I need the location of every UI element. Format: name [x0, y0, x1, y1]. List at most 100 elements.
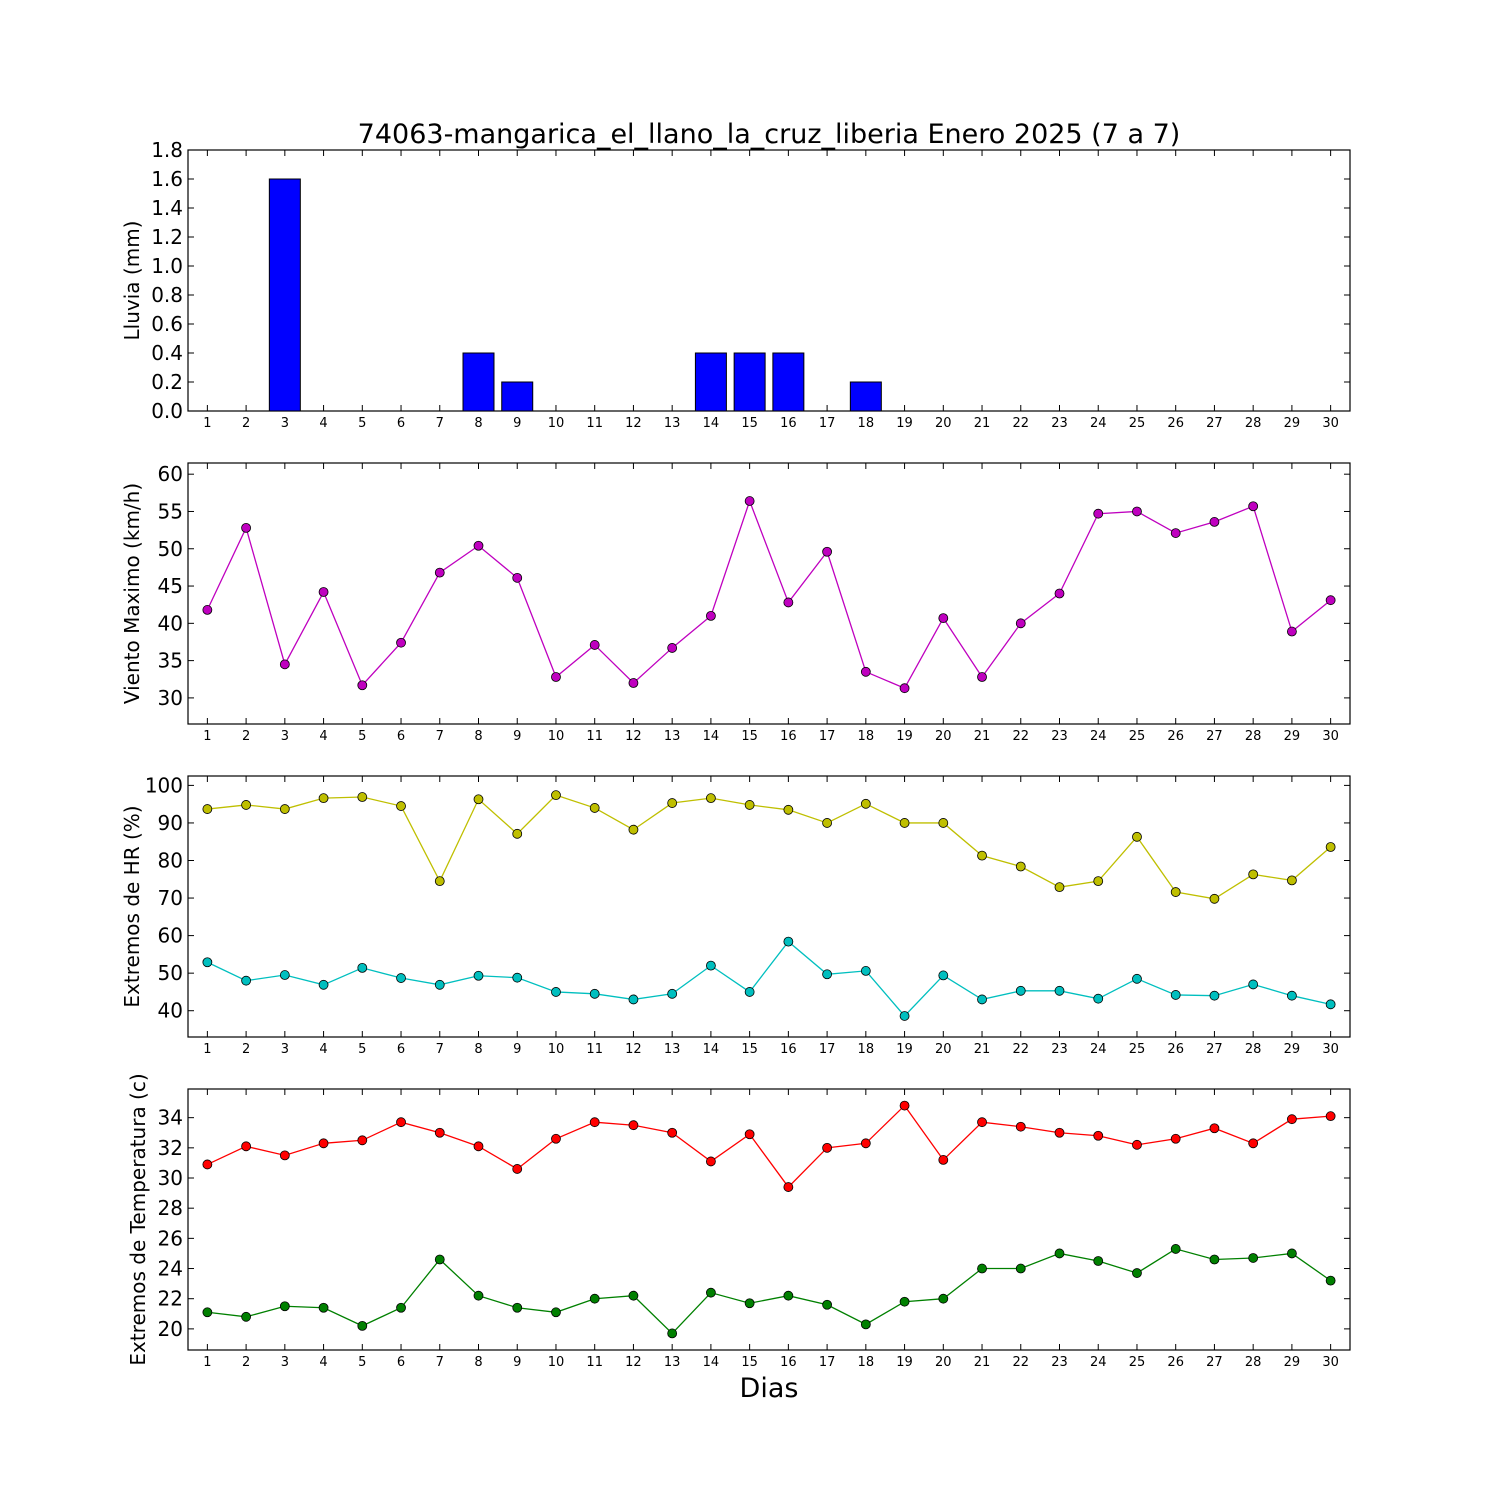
viento-series-0-point [1325, 595, 1336, 606]
lluvia-xtick-label: 2 [242, 416, 250, 431]
lluvia-xtick-label: 14 [703, 416, 720, 431]
hr-plot-frame [187, 775, 1351, 1038]
hr-xtick-label: 23 [1051, 1042, 1068, 1057]
lluvia-ytick-label: 0.0 [151, 399, 183, 423]
temperatura-series-1-point [1170, 1244, 1181, 1254]
temperatura-xtick-label: 12 [625, 1355, 642, 1370]
hr-xtick-label: 5 [358, 1042, 366, 1057]
hr-series-1-point [434, 979, 445, 990]
hr-series-0-point [396, 801, 406, 811]
temperatura-series-0-point [1170, 1133, 1181, 1144]
lluvia-xtick-label: 22 [1012, 416, 1029, 431]
hr-series-1-point [1248, 979, 1259, 990]
temperatura-series-0-point [977, 1117, 987, 1128]
temperatura-series-1-point [241, 1311, 252, 1322]
temperatura-series-1-point [1209, 1254, 1220, 1265]
temperatura-series-0-point [512, 1164, 523, 1174]
hr-series-1-point [279, 970, 290, 980]
viento-series-0-point [279, 659, 290, 670]
hr-series-0-point [1054, 882, 1065, 893]
lluvia-bar [772, 352, 805, 412]
hr-xtick-label: 4 [319, 1042, 327, 1057]
hr-xtick-label: 15 [741, 1042, 758, 1057]
hr-series-0-point [899, 818, 910, 828]
viento-series-0-point [744, 496, 755, 506]
lluvia-xtick-label: 6 [397, 416, 405, 431]
lluvia-ytick-label: 0.4 [151, 341, 183, 365]
lluvia-xtick-label: 12 [625, 416, 642, 431]
temperatura-series-0-point [357, 1135, 368, 1146]
viento-series-0-point [899, 683, 910, 694]
hr-series-1-point [1170, 990, 1181, 1000]
hr-series-0-point [1015, 861, 1026, 872]
lluvia-ytick-label: 0.6 [151, 312, 183, 336]
hr-series-1-point [783, 936, 794, 947]
temperatura-series-1-point [396, 1302, 406, 1313]
viento-series-0-point [860, 666, 871, 677]
temperatura-xtick-label: 24 [1090, 1355, 1107, 1370]
viento-ytick-label: 30 [158, 686, 183, 710]
hr-xtick-label: 6 [397, 1042, 405, 1057]
lluvia-plot-frame [187, 149, 1351, 412]
lluvia-xtick-label: 21 [974, 416, 991, 431]
hr-xtick-label: 11 [586, 1042, 603, 1057]
viento-xtick-label: 19 [896, 729, 913, 744]
viento-series-0-point [1170, 528, 1181, 538]
temperatura-xtick-label: 29 [1284, 1355, 1301, 1370]
temperatura-series-0-point [860, 1138, 871, 1149]
viento-series-0-line [206, 499, 1332, 690]
lluvia-ytick-label: 1.4 [151, 196, 183, 220]
viento-series-0-point [1287, 626, 1297, 637]
hr-series-1-point [706, 960, 716, 971]
lluvia-ytick-label: 0.8 [151, 283, 183, 307]
viento-xtick-label: 8 [474, 729, 482, 744]
viento-xtick-label: 6 [397, 729, 405, 744]
viento-series-0-point [938, 613, 949, 624]
viento-xtick-label: 30 [1322, 729, 1339, 744]
lluvia-xtick-label: 20 [935, 416, 952, 431]
viento-series-0-point [1132, 506, 1142, 517]
hr-series-0-point [279, 804, 290, 814]
temperatura-series-1-point [938, 1293, 949, 1304]
temperatura-xtick-label: 27 [1206, 1355, 1223, 1370]
viento-ytick-label: 35 [158, 649, 183, 673]
lluvia-xtick-label: 7 [436, 416, 444, 431]
temperatura-series-1-line [207, 1248, 1332, 1335]
hr-series-0-point [551, 790, 561, 801]
temperatura-ytick-label: 22 [158, 1287, 183, 1311]
hr-xtick-label: 2 [242, 1042, 250, 1057]
hr-series-0-point [512, 828, 523, 839]
lluvia-xtick-label: 13 [664, 416, 681, 431]
viento-ytick-label: 45 [158, 574, 183, 598]
temperatura-series-1-point [783, 1290, 794, 1301]
viento-xtick-label: 4 [319, 729, 327, 744]
hr-series-1-point [1015, 985, 1026, 996]
temperatura-xtick-label: 10 [548, 1355, 565, 1370]
temperatura-plot-frame [187, 1088, 1351, 1351]
temperatura-y-axis-label: Extremos de Temperatura (c) [126, 1073, 150, 1365]
hr-xtick-label: 28 [1245, 1042, 1262, 1057]
hr-series-0-point [783, 804, 794, 815]
temperatura-xtick-label: 18 [858, 1355, 875, 1370]
hr-series-0-point [667, 798, 678, 808]
hr-series-0-point [1248, 869, 1259, 880]
temperatura-series-1-point [1132, 1268, 1142, 1278]
lluvia-y-axis-label: Lluvia (mm) [120, 221, 144, 341]
temperatura-series-0-point [899, 1100, 910, 1111]
viento-xtick-label: 20 [935, 729, 952, 744]
hr-series-0-point [357, 792, 368, 802]
lluvia-xtick-label: 23 [1051, 416, 1068, 431]
hr-series-1-point [202, 957, 213, 968]
temperatura-xtick-label: 26 [1167, 1355, 1184, 1370]
lluvia-xtick-label: 8 [474, 416, 482, 431]
temperatura-ytick-label: 20 [158, 1317, 183, 1341]
temperatura-series-0-point [1209, 1123, 1220, 1134]
temperatura-xtick-label: 23 [1051, 1355, 1068, 1370]
viento-plot-frame [187, 462, 1351, 725]
viento-series-0-point [1209, 517, 1220, 527]
viento-xtick-label: 2 [242, 729, 250, 744]
lluvia-xtick-label: 11 [586, 416, 603, 431]
temperatura-ytick-label: 26 [158, 1226, 183, 1250]
temperatura-series-1-point [899, 1296, 910, 1307]
temperatura-series-1-point [512, 1302, 523, 1313]
